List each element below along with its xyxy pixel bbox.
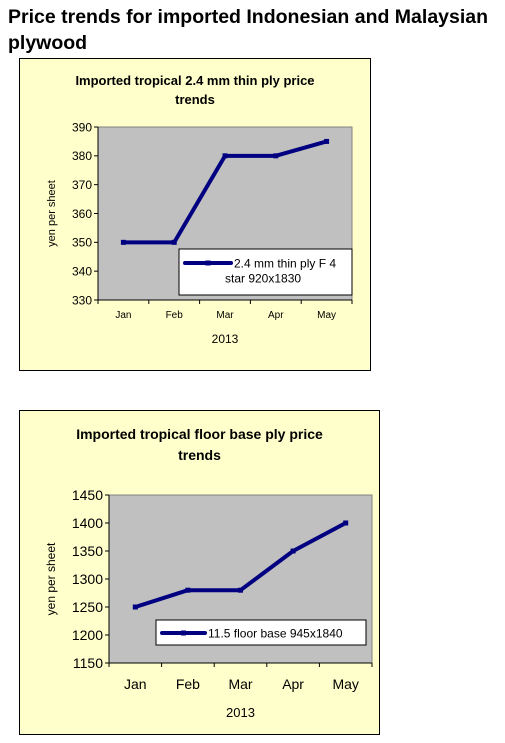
legend-marker <box>205 260 211 266</box>
x-tick-label: May <box>332 676 358 692</box>
x-tick-label: Jan <box>115 310 131 321</box>
page-title-line2: plywood <box>8 32 88 54</box>
chart-title-line1: Imported tropical floor base ply price <box>76 426 323 442</box>
x-tick-label: Apr <box>268 310 284 321</box>
data-point <box>343 520 349 526</box>
legend-label: 11.5 floor base 945x1840 <box>208 626 343 640</box>
legend-marker <box>181 630 186 636</box>
data-point <box>132 604 138 610</box>
x-tick-label: Jan <box>124 676 147 692</box>
chart-title: Imported tropical 2.4 mm thin ply price … <box>20 71 370 109</box>
x-tick-label: Mar <box>228 676 252 692</box>
data-point <box>171 239 177 245</box>
y-tick-label: 390 <box>72 120 92 134</box>
data-point <box>238 587 243 593</box>
data-point <box>324 138 330 144</box>
y-axis-title: yen per sheet <box>44 542 58 615</box>
y-tick-label: 330 <box>72 293 92 307</box>
y-tick-label: 1450 <box>72 487 103 503</box>
page-title-line1: Price trends for imported Indonesian and… <box>8 6 489 28</box>
x-tick-label: Apr <box>282 676 304 692</box>
data-point <box>273 153 279 159</box>
y-tick-label: 1300 <box>72 571 103 587</box>
chart-svg: 1150 1200 1250 1300 1350 1400 1450 Jan Feb Mar Apr… <box>44 487 373 720</box>
x-tick-label: Feb <box>176 676 200 692</box>
x-tick-label: Mar <box>216 310 234 321</box>
x-tick-label: May <box>317 310 336 321</box>
y-tick-label: 1150 <box>73 655 103 671</box>
chart-title: Imported tropical floor base ply price t… <box>20 424 379 466</box>
y-tick-label: 1250 <box>72 599 103 615</box>
legend-label: 2.4 mm thin ply F 4 <box>234 256 336 270</box>
legend-box <box>178 248 353 296</box>
x-axis-title: 2013 <box>226 705 255 720</box>
chart-floor-base: Imported tropical floor base ply price t… <box>19 410 380 735</box>
data-point <box>290 548 296 554</box>
chart-title-line2: trends <box>175 92 215 107</box>
data-point <box>120 239 126 245</box>
chart-svg: 330 340 350 360 370 380 390 Jan Feb Mar Apr May 2013… <box>46 120 353 346</box>
y-tick-label: 340 <box>72 264 92 278</box>
y-tick-label: 380 <box>72 149 92 163</box>
y-tick-label: 1400 <box>72 515 103 531</box>
chart-title-line1: Imported tropical 2.4 mm thin ply price <box>75 73 315 88</box>
chart-title-line2: trends <box>178 447 221 463</box>
legend-label-line2: star 920x1830 <box>225 271 301 285</box>
x-tick-label: Feb <box>166 310 184 321</box>
y-tick-label: 370 <box>72 178 92 192</box>
page-title: Price trends for imported Indonesian and… <box>8 4 503 56</box>
x-axis-title: 2013 <box>212 332 239 346</box>
y-tick-label: 1350 <box>72 543 103 559</box>
y-axis-title: yen per sheet <box>46 180 58 247</box>
y-tick-label: 360 <box>72 207 92 221</box>
data-point <box>185 587 191 593</box>
y-tick-label: 1200 <box>72 627 103 643</box>
chart-thin-ply: Imported tropical 2.4 mm thin ply price … <box>19 58 371 371</box>
y-tick-label: 350 <box>72 236 92 250</box>
data-point <box>222 153 228 159</box>
